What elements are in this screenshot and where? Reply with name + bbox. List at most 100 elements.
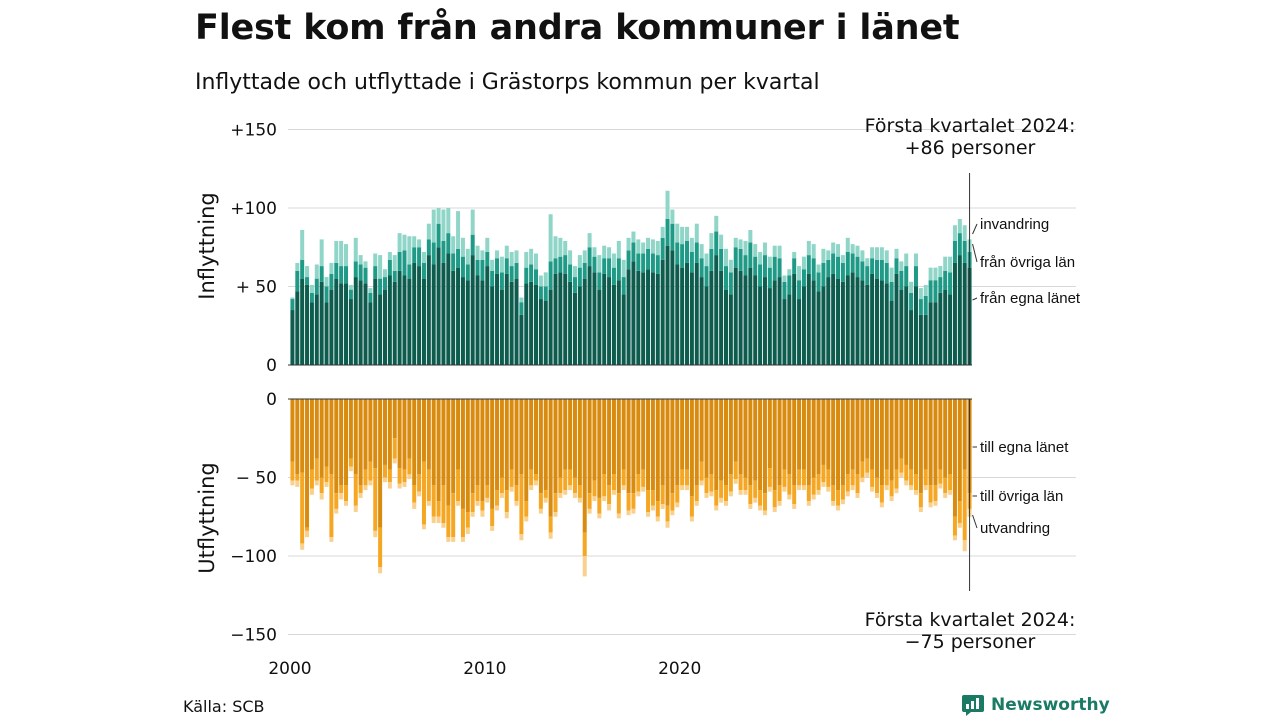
series-label: från egna länet [980,290,1081,307]
bar-out-emigration [743,490,748,495]
bar-in-other-counties [358,264,363,281]
bar-in-own-county [831,273,836,365]
bar-out-other-counties [845,474,850,492]
bar-in-immigration [485,237,490,252]
bar-out-other-counties [382,464,387,478]
bar-out-emigration [816,490,821,495]
bar-out-emigration [470,512,475,517]
bar-out-own-county [504,399,509,491]
bar-in-other-counties [324,286,329,303]
bar-in-immigration [592,247,597,257]
bar-out-other-counties [421,461,426,525]
bar-in-immigration [607,247,612,259]
bar-in-immigration [655,240,660,256]
bar-in-other-counties [305,277,310,285]
bar-out-emigration [475,501,480,506]
bar-in-immigration [870,247,875,259]
bar-out-other-counties [529,469,534,486]
y-tick-label: −100 [230,547,277,567]
bar-in-immigration [875,247,880,260]
newsworthy-logo-icon [962,695,984,716]
bar-out-emigration [290,480,295,486]
bar-in-own-county [436,247,441,365]
bar-in-immigration [787,269,792,276]
bar-in-immigration [952,225,957,241]
bar-in-other-counties [353,261,358,278]
bar-in-immigration [441,209,446,241]
bar-in-own-county [962,262,967,365]
bar-in-immigration [348,284,353,290]
bar-in-immigration [543,272,548,287]
bar-out-emigration [913,490,918,495]
bar-out-emigration [348,466,353,472]
bar-in-immigration [548,214,553,262]
bar-out-emigration [655,516,660,522]
bar-out-other-counties [504,490,509,513]
bar-in-other-counties [587,247,592,267]
bar-in-immigration [373,253,378,267]
bar-out-other-counties [485,485,490,498]
bar-out-own-county [704,399,709,478]
bar-in-other-counties [665,218,670,246]
bar-in-other-counties [451,253,456,271]
bar-out-own-county [816,399,821,475]
annotation-text: Första kvartalet 2024: [865,115,1076,137]
bar-out-other-counties [923,469,928,486]
bar-out-emigration [948,490,953,495]
bar-out-own-county [456,399,461,470]
bar-out-own-county [495,399,500,491]
bar-in-own-county [899,289,904,365]
bar-out-other-counties [665,505,670,522]
bar-in-other-counties [646,248,651,270]
bar-in-other-counties [529,264,534,282]
bar-out-other-counties [378,527,383,567]
bar-out-own-county [909,399,914,470]
bar-in-immigration [538,275,543,287]
bar-in-own-county [558,272,563,365]
bar-out-emigration [938,483,943,489]
bar-in-immigration [762,242,767,256]
bar-out-other-counties [641,469,646,487]
bar-in-own-county [602,273,607,365]
bar-in-other-counties [689,251,694,273]
bar-in-own-county [743,275,748,365]
y-tick-label: +150 [230,121,277,141]
bar-in-own-county [694,262,699,365]
bar-in-own-county [704,286,709,365]
bar-out-other-counties [909,469,914,486]
bar-out-own-county [353,399,358,475]
bar-in-other-counties [363,267,368,284]
bar-out-own-county [339,399,344,486]
bar-in-own-county [879,280,884,365]
bar-in-immigration [392,255,397,271]
bar-in-own-county [417,266,422,365]
bar-out-own-county [889,399,894,481]
bar-out-emigration [534,480,539,486]
bar-in-own-county [631,261,636,365]
bar-out-own-county [943,399,948,478]
bar-out-other-counties [431,485,436,517]
bar-out-own-county [499,399,504,478]
bar-in-immigration [928,267,933,281]
bar-out-emigration [845,491,850,497]
bar-out-emigration [334,508,339,514]
bar-in-other-counties [402,250,407,276]
bar-out-own-county [412,399,417,486]
bar-out-emigration [353,505,358,513]
bar-out-other-counties [772,490,777,508]
bar-in-own-county [952,262,957,365]
bar-in-other-counties [480,259,485,281]
bar-out-other-counties [553,493,558,513]
bar-out-own-county [948,399,953,475]
bar-out-own-county [378,399,383,528]
bar-in-own-county [607,277,612,365]
bar-out-other-counties [957,501,962,524]
bar-in-other-counties [855,256,860,278]
bar-in-immigration [334,240,339,263]
bar-in-other-counties [490,270,495,287]
bar-out-own-county [421,399,426,462]
bar-out-other-counties [811,477,816,495]
bar-out-emigration [509,486,514,492]
bar-in-own-county [816,291,821,365]
bar-out-emigration [670,510,675,516]
